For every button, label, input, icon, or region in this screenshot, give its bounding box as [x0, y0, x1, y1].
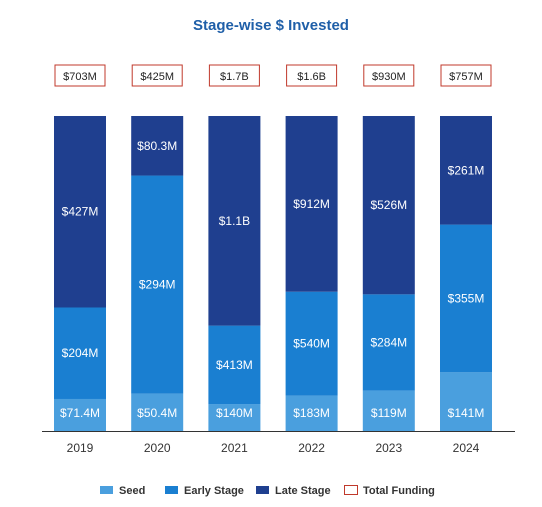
legend-swatch-seed [100, 486, 113, 494]
bar-late-stage-2021 [208, 116, 261, 326]
legend-swatch-late-stage [256, 486, 269, 494]
data-label-early-stage-2024: $355M [448, 291, 485, 305]
total-box-2021 [208, 64, 260, 87]
data-label-early-stage-2020: $294M [139, 278, 176, 292]
legend-label-early-stage: Early Stage [184, 485, 244, 497]
bar-late-stage-2019 [54, 116, 106, 308]
total-label-2024: $757M [449, 71, 483, 83]
legend-swatch-early-stage [165, 486, 178, 494]
bar-early-stage-2022 [285, 291, 338, 396]
data-label-late-stage-2021: $1.1B [219, 214, 250, 228]
data-label-early-stage-2023: $284M [370, 336, 407, 350]
x-tick-label-2019: 2019 [67, 441, 94, 455]
total-box-2022 [286, 64, 338, 87]
data-label-seed-2024: $141M [448, 406, 485, 420]
data-label-seed-2023: $119M [371, 406, 407, 420]
bar-seed-2024 [440, 372, 492, 431]
legend-label-total-funding: Total Funding [363, 485, 435, 497]
data-label-early-stage-2022: $540M [293, 337, 330, 351]
bar-late-stage-2024 [440, 116, 492, 225]
total-label-2023: $930M [372, 71, 406, 83]
total-box-2019 [54, 64, 106, 87]
data-label-late-stage-2019: $427M [62, 205, 99, 219]
total-label-2021: $1.7B [220, 71, 249, 83]
bar-early-stage-2020 [131, 175, 184, 394]
bar-late-stage-2022 [285, 116, 338, 292]
bar-seed-2021 [208, 404, 261, 431]
bar-late-stage-2020 [131, 116, 184, 176]
total-box-2024 [440, 64, 492, 87]
bar-early-stage-2024 [440, 224, 492, 373]
legend-swatch-total-funding [344, 485, 358, 495]
total-label-2020: $425M [140, 71, 174, 83]
bar-early-stage-2019 [54, 307, 106, 399]
chart-title: Stage-wise $ Invested [193, 17, 349, 34]
total-label-2019: $703M [63, 71, 97, 83]
bar-seed-2020 [131, 393, 184, 431]
data-label-late-stage-2020: $80.3M [137, 139, 177, 153]
legend-label-seed: Seed [119, 485, 145, 497]
data-label-seed-2021: $140M [216, 406, 253, 420]
legend-label-late-stage: Late Stage [275, 485, 331, 497]
data-label-seed-2019: $71.4M [60, 406, 100, 420]
x-tick-label-2021: 2021 [221, 441, 248, 455]
total-label-2022: $1.6B [297, 71, 326, 83]
bar-seed-2022 [285, 395, 338, 431]
bar-early-stage-2021 [208, 325, 261, 405]
data-label-seed-2022: $183M [293, 406, 330, 420]
x-tick-label-2020: 2020 [144, 441, 171, 455]
x-tick-label-2023: 2023 [375, 441, 402, 455]
total-box-2023 [363, 64, 415, 87]
bar-seed-2019 [54, 398, 106, 431]
data-label-late-stage-2023: $526M [370, 198, 407, 212]
data-label-late-stage-2024: $261M [448, 163, 485, 177]
bar-early-stage-2023 [362, 294, 415, 391]
x-tick-label-2024: 2024 [453, 441, 480, 455]
x-tick-label-2022: 2022 [298, 441, 325, 455]
data-label-late-stage-2022: $912M [293, 197, 330, 211]
bar-late-stage-2023 [362, 116, 415, 295]
data-label-seed-2020: $50.4M [137, 406, 177, 420]
data-label-early-stage-2021: $413M [216, 358, 253, 372]
data-label-early-stage-2019: $204M [62, 346, 99, 360]
total-box-2020 [131, 64, 183, 87]
bar-seed-2023 [362, 390, 415, 431]
